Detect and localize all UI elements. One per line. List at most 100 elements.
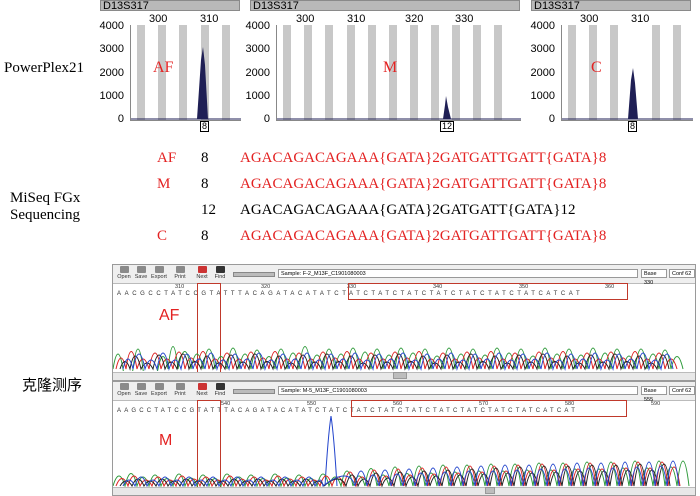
y-tick-label: 2000 <box>99 67 124 79</box>
sample-tag: AF <box>159 307 180 324</box>
y-tick-label: 2000 <box>530 67 555 79</box>
clone-label: 克隆测序 <box>22 378 83 394</box>
allele-call-box: 8 <box>200 121 210 132</box>
seq-row-name: C <box>157 228 168 244</box>
seq-row-sequence: AGACAGACAGAAA{GATA}2GATGATT{GATA}12 <box>240 202 576 218</box>
print-button[interactable]: Print <box>171 383 189 397</box>
confidence-field: Conf 62 <box>669 269 695 278</box>
ruler-tick: 540 <box>221 401 231 407</box>
x-tick-label: 310 <box>631 13 650 25</box>
ruler-tick: 590 <box>651 401 661 407</box>
next-button[interactable]: Next <box>193 266 211 280</box>
allele-call-box: 12 <box>440 121 455 132</box>
y-tick-label: 0 <box>263 113 270 125</box>
sample-name-field: Sample: M-5_M13F_C1901080003 <box>278 386 638 395</box>
ruler-tick: 360 <box>605 284 615 290</box>
horizontal-scrollbar[interactable] <box>113 372 695 380</box>
toolbar: Open Save Export Print Next Find Sample:… <box>113 265 695 286</box>
confidence-field: Conf 62 <box>669 386 695 395</box>
powerplex-label: PowerPlex21 <box>4 60 84 76</box>
y-tick-label: 1000 <box>99 90 124 102</box>
allele-peak <box>622 68 644 119</box>
seq-row-name: AF <box>157 150 177 166</box>
y-tick-label: 3000 <box>530 43 555 55</box>
base-calls: AAGCCTATCCGTATTTACAGATACATATCTATCTATCTAT… <box>113 408 695 416</box>
toolbar: Open Save Export Print Next Find Sample:… <box>113 382 695 403</box>
y-tick-label: 0 <box>548 113 555 125</box>
y-tick-label: 4000 <box>530 20 555 32</box>
sample-tag: C <box>591 59 602 76</box>
panel-header: D13S317 <box>100 0 240 12</box>
open-button[interactable]: Open <box>115 266 133 280</box>
miseq-label-line1: MiSeq FGx <box>10 190 81 206</box>
chromatogram-window-af: Open Save Export Print Next Find Sample:… <box>112 264 696 381</box>
ruler-tick: 580 <box>565 401 575 407</box>
allele-peak <box>191 47 213 119</box>
y-tick-label: 3000 <box>99 43 124 55</box>
ruler-tick: 320 <box>261 284 271 290</box>
base-call-sequence: AAGCCTATCCGTATTTACAGATACATATCTATCTATCTAT… <box>117 408 579 414</box>
y-tick-label: 4000 <box>245 20 270 32</box>
horizontal-scrollbar[interactable] <box>113 487 695 495</box>
y-tick-label: 4000 <box>99 20 124 32</box>
x-tick-label: 300 <box>580 13 599 25</box>
sample-tag: AF <box>153 59 174 76</box>
allele-call-box: 8 <box>628 121 638 132</box>
locus-name: D13S317 <box>253 0 299 12</box>
x-tick-label: 300 <box>149 13 168 25</box>
zoom-slider[interactable] <box>233 389 275 394</box>
scrollbar-thumb[interactable] <box>393 372 407 379</box>
panel-header: D13S317 <box>531 0 691 12</box>
open-button[interactable]: Open <box>115 383 133 397</box>
y-tick-label: 1000 <box>530 90 555 102</box>
seq-row-count: 8 <box>201 176 209 192</box>
y-tick-label: 3000 <box>245 43 270 55</box>
seq-row-name: M <box>157 176 171 192</box>
x-tick-label: 300 <box>296 13 315 25</box>
locus-name: D13S317 <box>534 0 580 12</box>
y-tick-label: 0 <box>117 113 124 125</box>
zoom-slider[interactable] <box>233 272 275 277</box>
export-button[interactable]: Export <box>150 266 168 280</box>
sample-tag: M <box>159 432 173 449</box>
find-button[interactable]: Find <box>211 383 229 397</box>
ruler-tick: 340 <box>433 284 443 290</box>
ruler-tick: 330 <box>347 284 357 290</box>
x-tick-label: 310 <box>347 13 366 25</box>
seq-row-count: 12 <box>201 202 216 218</box>
ruler-tick: 310 <box>175 284 185 290</box>
seq-row-count: 8 <box>201 150 209 166</box>
sample-tag: M <box>383 59 398 76</box>
plot-area: C <box>561 25 693 121</box>
save-button[interactable]: Save <box>132 266 150 280</box>
repeat-region-box <box>348 283 628 300</box>
seq-row-count: 8 <box>201 228 209 244</box>
print-button[interactable]: Print <box>171 266 189 280</box>
seq-row-sequence: AGACAGACAGAAA{GATA}2GATGATTGATT{GATA}8 <box>240 176 607 192</box>
y-tick-label: 1000 <box>245 90 270 102</box>
miseq-label-line2: Sequencing <box>10 207 80 223</box>
ruler-tick: 570 <box>479 401 489 407</box>
chromatogram-trace <box>113 346 684 371</box>
export-button[interactable]: Export <box>150 383 168 397</box>
x-tick-label: 310 <box>200 13 219 25</box>
base-ruler: 310 320 330 340 350 360 <box>113 284 695 292</box>
ruler-tick: 550 <box>307 401 317 407</box>
base-position-field: Base 555 <box>641 386 667 403</box>
y-tick-label: 2000 <box>245 67 270 79</box>
seq-row-sequence: AGACAGACAGAAA{GATA}2GATGATTGATT{GATA}8 <box>240 228 607 244</box>
base-position-field: Base 330 <box>641 269 667 286</box>
seq-row-sequence: AGACAGACAGAAA{GATA}2GATGATTGATT{GATA}8 <box>240 150 607 166</box>
find-button[interactable]: Find <box>211 266 229 280</box>
save-button[interactable]: Save <box>132 383 150 397</box>
sample-name-field: Sample: F-2_M13F_C1901080003 <box>278 269 638 278</box>
scrollbar-thumb[interactable] <box>485 487 495 494</box>
panel-header: D13S317 <box>250 0 520 12</box>
allele-peak <box>437 96 457 119</box>
base-ruler: 540 550 560 570 580 590 <box>113 401 695 409</box>
ruler-tick: 560 <box>393 401 403 407</box>
x-tick-label: 330 <box>455 13 474 25</box>
repeat-region-box <box>351 400 627 417</box>
next-button[interactable]: Next <box>193 383 211 397</box>
plot-area: AF <box>130 25 241 121</box>
